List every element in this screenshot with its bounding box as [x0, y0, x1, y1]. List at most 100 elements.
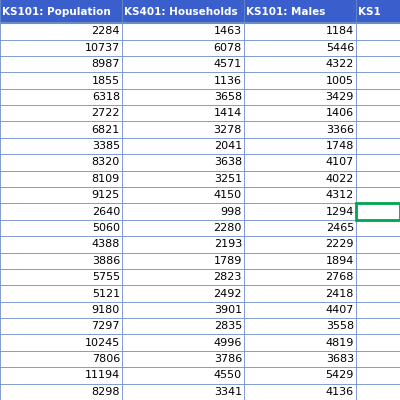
Bar: [356, 122, 400, 138]
Bar: [122, 318, 244, 334]
Bar: [356, 89, 400, 105]
Bar: [356, 204, 400, 220]
Bar: [122, 56, 244, 72]
Text: 5121: 5121: [92, 288, 120, 298]
Text: 2768: 2768: [326, 272, 354, 282]
Text: 2280: 2280: [214, 223, 242, 233]
Bar: [244, 56, 356, 72]
Bar: [244, 154, 356, 171]
Text: 4322: 4322: [326, 59, 354, 69]
Bar: [0, 236, 122, 252]
Bar: [356, 384, 400, 400]
Text: 1463: 1463: [214, 26, 242, 36]
Bar: [0, 351, 122, 367]
Bar: [244, 0, 356, 23]
Text: 10245: 10245: [85, 338, 120, 348]
Bar: [244, 220, 356, 236]
Bar: [0, 302, 122, 318]
Text: 3901: 3901: [214, 305, 242, 315]
Text: KS101: Population: KS101: Population: [2, 6, 111, 16]
Text: 4996: 4996: [214, 338, 242, 348]
Bar: [122, 302, 244, 318]
Text: 11194: 11194: [85, 370, 120, 380]
Bar: [356, 220, 400, 236]
Bar: [0, 204, 122, 220]
Text: 2722: 2722: [92, 108, 120, 118]
Text: 1414: 1414: [214, 108, 242, 118]
Bar: [244, 122, 356, 138]
Text: 2193: 2193: [214, 239, 242, 249]
Text: 8320: 8320: [92, 158, 120, 168]
Bar: [356, 154, 400, 171]
Text: 2492: 2492: [214, 288, 242, 298]
Text: 4107: 4107: [326, 158, 354, 168]
Text: 4136: 4136: [326, 387, 354, 397]
Bar: [244, 302, 356, 318]
Bar: [0, 285, 122, 302]
Bar: [244, 252, 356, 269]
Text: 2835: 2835: [214, 321, 242, 331]
Text: 3341: 3341: [214, 387, 242, 397]
Bar: [356, 252, 400, 269]
Text: 6821: 6821: [92, 125, 120, 135]
Text: 3278: 3278: [214, 125, 242, 135]
Bar: [122, 351, 244, 367]
Bar: [244, 236, 356, 252]
Text: 1894: 1894: [326, 256, 354, 266]
Bar: [122, 285, 244, 302]
Bar: [122, 334, 244, 351]
Text: 8298: 8298: [92, 387, 120, 397]
Bar: [0, 252, 122, 269]
Bar: [356, 56, 400, 72]
Bar: [122, 40, 244, 56]
Text: 4571: 4571: [214, 59, 242, 69]
Text: 4407: 4407: [326, 305, 354, 315]
Bar: [356, 236, 400, 252]
Bar: [122, 384, 244, 400]
Text: 3658: 3658: [214, 92, 242, 102]
Text: 3429: 3429: [326, 92, 354, 102]
Text: 1294: 1294: [326, 206, 354, 217]
Bar: [244, 89, 356, 105]
Bar: [122, 236, 244, 252]
Bar: [244, 285, 356, 302]
Text: 1855: 1855: [92, 76, 120, 86]
Text: 2465: 2465: [326, 223, 354, 233]
Bar: [0, 318, 122, 334]
Text: 3683: 3683: [326, 354, 354, 364]
Text: 4022: 4022: [326, 174, 354, 184]
Text: 8987: 8987: [92, 59, 120, 69]
Bar: [122, 105, 244, 122]
Bar: [0, 56, 122, 72]
Bar: [356, 318, 400, 334]
Bar: [122, 23, 244, 40]
Bar: [122, 187, 244, 204]
Text: 3638: 3638: [214, 158, 242, 168]
Bar: [0, 89, 122, 105]
Bar: [122, 72, 244, 89]
Text: 9125: 9125: [92, 190, 120, 200]
Bar: [356, 171, 400, 187]
Bar: [0, 23, 122, 40]
Text: 3385: 3385: [92, 141, 120, 151]
Bar: [356, 138, 400, 154]
Bar: [356, 285, 400, 302]
Bar: [356, 0, 400, 23]
Text: 5755: 5755: [92, 272, 120, 282]
Text: 4150: 4150: [214, 190, 242, 200]
Bar: [356, 23, 400, 40]
Bar: [0, 105, 122, 122]
Bar: [0, 187, 122, 204]
Bar: [356, 351, 400, 367]
Bar: [122, 0, 244, 23]
Text: 7297: 7297: [92, 321, 120, 331]
Text: 3366: 3366: [326, 125, 354, 135]
Bar: [122, 204, 244, 220]
Bar: [244, 105, 356, 122]
Text: 4550: 4550: [214, 370, 242, 380]
Bar: [244, 334, 356, 351]
Bar: [122, 89, 244, 105]
Text: 998: 998: [221, 206, 242, 217]
Bar: [244, 23, 356, 40]
Text: 2640: 2640: [92, 206, 120, 217]
